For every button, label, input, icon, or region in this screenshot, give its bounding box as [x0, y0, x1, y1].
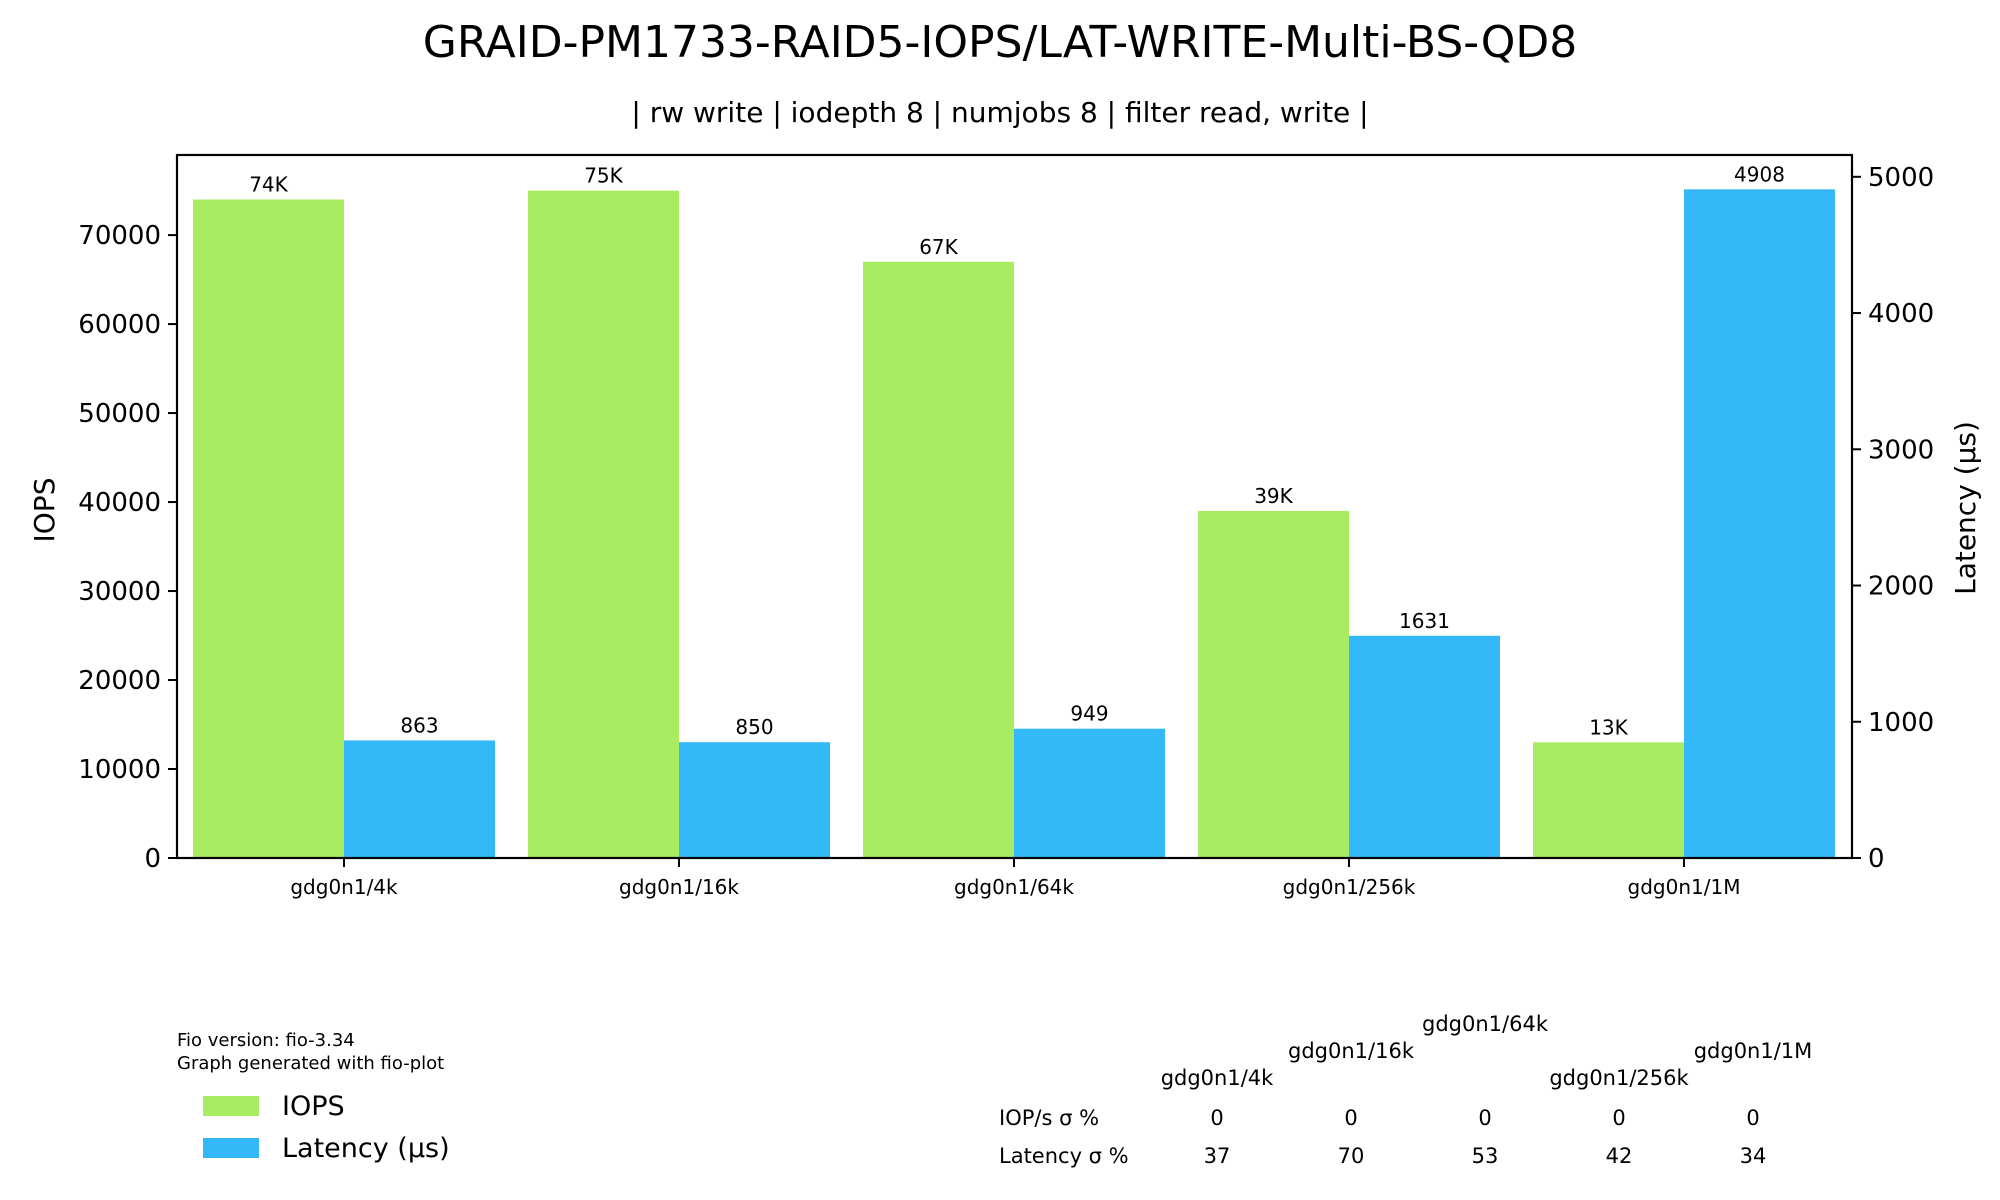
- table-col-header: gdg0n1/1M: [1694, 1039, 1813, 1063]
- bar-latency: [1014, 728, 1165, 858]
- y2-tick-label: 0: [1868, 844, 1885, 874]
- bar-value-label: 74K: [249, 172, 288, 196]
- x-tick-label: gdg0n1/256k: [1283, 875, 1416, 899]
- chart-subtitle: | rw write | iodepth 8 | numjobs 8 | fil…: [631, 96, 1368, 129]
- chart-title: GRAID-PM1733-RAID5-IOPS/LAT-WRITE-Multi-…: [423, 17, 1578, 68]
- bar-value-label: 863: [400, 713, 438, 737]
- table-cell: 34: [1740, 1144, 1767, 1168]
- table-col-header: gdg0n1/16k: [1288, 1039, 1415, 1063]
- table-col-header: gdg0n1/256k: [1549, 1066, 1689, 1090]
- y2-tick-label: 1000: [1868, 708, 1934, 738]
- bar-latency: [1349, 635, 1500, 858]
- bar-iops: [863, 261, 1014, 859]
- bar-value-label: 67K: [919, 235, 958, 259]
- bar-value-label: 949: [1070, 702, 1108, 726]
- fio-version: Fio version: fio-3.34: [177, 1030, 355, 1051]
- table-row-label: Latency σ %: [999, 1144, 1129, 1168]
- table-cell: 0: [1478, 1106, 1491, 1130]
- table-cell: 37: [1204, 1144, 1231, 1168]
- y2-tick-label: 3000: [1868, 435, 1934, 465]
- x-tick-label: gdg0n1/1M: [1628, 875, 1741, 899]
- y-tick-label: 20000: [78, 666, 161, 696]
- x-tick-label: gdg0n1/4k: [290, 875, 398, 899]
- bar-latency: [1684, 189, 1835, 858]
- y2-tick-label: 5000: [1868, 163, 1934, 193]
- legend-latency-label: Latency (µs): [282, 1133, 450, 1164]
- bar-value-label: 13K: [1589, 715, 1628, 739]
- bar-value-label: 4908: [1734, 162, 1785, 186]
- y-tick-label: 60000: [78, 310, 161, 340]
- y-tick-label: 0: [144, 844, 161, 874]
- bar-iops: [528, 190, 679, 858]
- table-cell: 53: [1472, 1144, 1499, 1168]
- y-tick-label: 30000: [78, 577, 161, 607]
- table-cell: 0: [1746, 1106, 1759, 1130]
- y2-tick-label: 2000: [1868, 572, 1934, 602]
- table-cell: 0: [1612, 1106, 1625, 1130]
- table-cell: 0: [1210, 1106, 1223, 1130]
- bar-iops: [193, 199, 344, 859]
- table-col-header: gdg0n1/64k: [1422, 1012, 1549, 1036]
- fio-plot-credit: Graph generated with fio-plot: [177, 1053, 444, 1074]
- stddev-table: gdg0n1/4k gdg0n1/16k gdg0n1/64k gdg0n1/2…: [999, 1012, 1812, 1168]
- table-row-label: IOP/s σ %: [999, 1106, 1099, 1130]
- y2-tick-label: 4000: [1868, 299, 1934, 329]
- bar-value-label: 1631: [1399, 609, 1450, 633]
- table-cell: 0: [1344, 1106, 1357, 1130]
- legend: IOPS Latency (µs): [203, 1091, 450, 1164]
- table-cell: 42: [1606, 1144, 1633, 1168]
- table-cell: 70: [1338, 1144, 1365, 1168]
- bar-latency: [679, 742, 830, 858]
- y2-axis-label: Latency (µs): [1949, 421, 1982, 595]
- y-tick-label: 70000: [78, 221, 161, 251]
- table-col-header: gdg0n1/4k: [1161, 1066, 1274, 1090]
- bar-value-label: 75K: [584, 164, 623, 188]
- legend-iops-label: IOPS: [282, 1091, 345, 1122]
- y-axis-label: IOPS: [28, 478, 61, 543]
- x-tick-label: gdg0n1/16k: [619, 875, 739, 899]
- bar-value-label: 39K: [1254, 484, 1293, 508]
- y-tick-label: 10000: [78, 755, 161, 785]
- legend-latency-swatch: [203, 1138, 259, 1158]
- x-tick-label: gdg0n1/64k: [954, 875, 1074, 899]
- bar-iops: [1533, 742, 1684, 858]
- bar-iops: [1198, 510, 1349, 858]
- y-tick-label: 50000: [78, 399, 161, 429]
- legend-iops-swatch: [203, 1096, 259, 1116]
- bar-latency: [344, 740, 495, 858]
- bar-value-label: 850: [735, 715, 773, 739]
- y-tick-label: 40000: [78, 488, 161, 518]
